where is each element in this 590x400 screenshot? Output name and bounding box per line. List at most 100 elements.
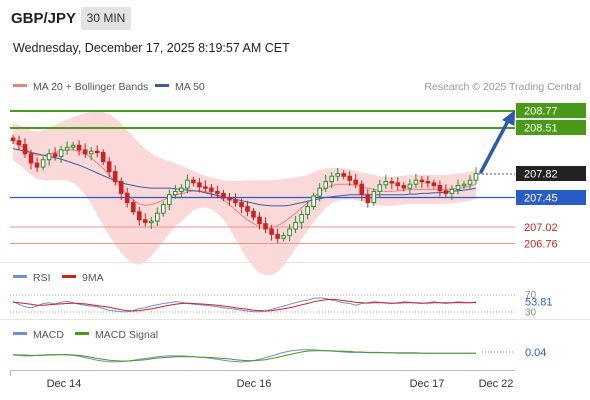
candle-bear: [275, 233, 280, 239]
x-tick-label: Dec 17: [410, 378, 445, 390]
candle-bull: [377, 184, 383, 192]
candle-bull: [299, 214, 304, 223]
candle-bear: [425, 181, 431, 184]
candle-bear: [221, 192, 226, 199]
candle-bear: [209, 187, 214, 192]
candle-bear: [353, 179, 358, 185]
symbol-title: GBP/JPY: [11, 10, 77, 27]
candle-bull: [329, 175, 334, 183]
candle-bear: [143, 219, 148, 223]
ma50-legend-swatch: [155, 84, 169, 87]
candle-bear: [131, 202, 136, 213]
candle-bull: [58, 149, 64, 157]
candle-bull: [64, 146, 70, 151]
candle-bull: [407, 183, 413, 189]
candle-bear: [419, 179, 425, 183]
candle-bear: [365, 194, 371, 204]
candle-bear: [28, 153, 34, 164]
rsi-ma-legend-label: 9MA: [82, 272, 104, 284]
candle-bear: [137, 211, 142, 221]
candle-bull: [305, 206, 310, 216]
candle-bear: [437, 185, 443, 192]
candle-bear: [197, 182, 202, 188]
candle-bear: [215, 190, 220, 194]
candle-bear: [16, 140, 22, 146]
candle-bear: [34, 162, 40, 168]
candle-bear: [431, 182, 437, 186]
x-tick-label: Dec 14: [47, 378, 82, 390]
candle-bear: [52, 153, 58, 157]
candle-bear: [112, 171, 118, 183]
rsi-upper-label: 70: [525, 290, 537, 301]
candle-bull: [455, 185, 461, 190]
candle-bull: [46, 153, 52, 161]
candle-bear: [94, 150, 100, 154]
candle-bull: [293, 221, 298, 230]
candle-bear: [395, 182, 401, 186]
candle-bull: [335, 173, 340, 177]
candles-group: [10, 134, 479, 244]
x-tick-label: Dec 22: [479, 378, 514, 390]
projection-arrow-shaft: [479, 119, 510, 174]
candle-bull: [173, 190, 178, 196]
ma20-legend-label: MA 20 + Bollinger Bands: [33, 81, 148, 93]
candle-bear: [106, 161, 112, 173]
timeframe-badge[interactable]: 30 MIN: [81, 7, 131, 30]
pivot-label: 207.45: [524, 193, 558, 205]
candle-bull: [167, 194, 172, 206]
candle-bear: [203, 186, 208, 189]
candle-bull: [179, 187, 184, 192]
candle-bull: [317, 187, 322, 197]
candle-bull: [70, 144, 76, 148]
rsi-value-label: 53.81: [525, 297, 553, 309]
support-2-label: 206.76: [524, 239, 558, 251]
resistance-2-label: 208.77: [524, 106, 558, 118]
candle-bear: [359, 183, 364, 196]
projection-arrow-head: [502, 110, 515, 126]
support-1-label: 207.02: [524, 222, 558, 234]
macd-legend-label: MACD: [33, 329, 64, 341]
rsi-lower-label: 30: [525, 308, 537, 319]
ma20-legend-swatch: [13, 84, 27, 87]
resistance-1-label: 208.51: [524, 123, 558, 135]
macd-legend-swatch: [13, 332, 27, 335]
rsi-ma-line: [12, 298, 477, 312]
candle-bear: [124, 192, 130, 204]
candle-bear: [251, 210, 256, 218]
candle-bull: [40, 159, 46, 168]
pivot-tag: [516, 190, 586, 205]
candle-bull: [185, 179, 190, 189]
candle-bear: [82, 149, 88, 155]
candle-bull: [287, 228, 292, 237]
macd-signal-line: [12, 350, 476, 362]
rsi-ma-legend-swatch: [62, 275, 76, 278]
candle-bear: [76, 144, 82, 151]
candle-bear: [233, 199, 238, 204]
last-price-label: 207.82: [524, 169, 558, 181]
rsi-legend-swatch: [13, 275, 27, 278]
candle-bull: [161, 204, 166, 214]
candle-bull: [88, 150, 94, 155]
chart-header: GBP/JPY 30 MIN Wednesday, December 17, 2…: [0, 0, 590, 70]
candle-bear: [22, 144, 28, 155]
x-tick-label: Dec 16: [237, 378, 272, 390]
ma20-line: [12, 141, 477, 229]
candle-bull: [413, 179, 419, 185]
rsi-line: [12, 297, 477, 313]
resistance-1-tag: [516, 120, 586, 135]
candle-bear: [389, 181, 395, 184]
last-price-tag: [516, 166, 586, 181]
candle-bull: [311, 195, 316, 207]
copyright-label: Research © 2025 Trading Central: [424, 81, 581, 93]
candle-bear: [269, 228, 274, 235]
candle-bear: [263, 223, 268, 230]
datetime-label: Wednesday, December 17, 2025 8:19:57 AM …: [13, 41, 290, 55]
candle-bull: [383, 181, 389, 186]
candle-bear: [401, 185, 407, 189]
candle-bull: [371, 190, 377, 204]
candle-bear: [10, 137, 16, 142]
candle-bull: [155, 212, 160, 222]
candle-bear: [191, 179, 196, 184]
candle-bear: [443, 190, 449, 194]
